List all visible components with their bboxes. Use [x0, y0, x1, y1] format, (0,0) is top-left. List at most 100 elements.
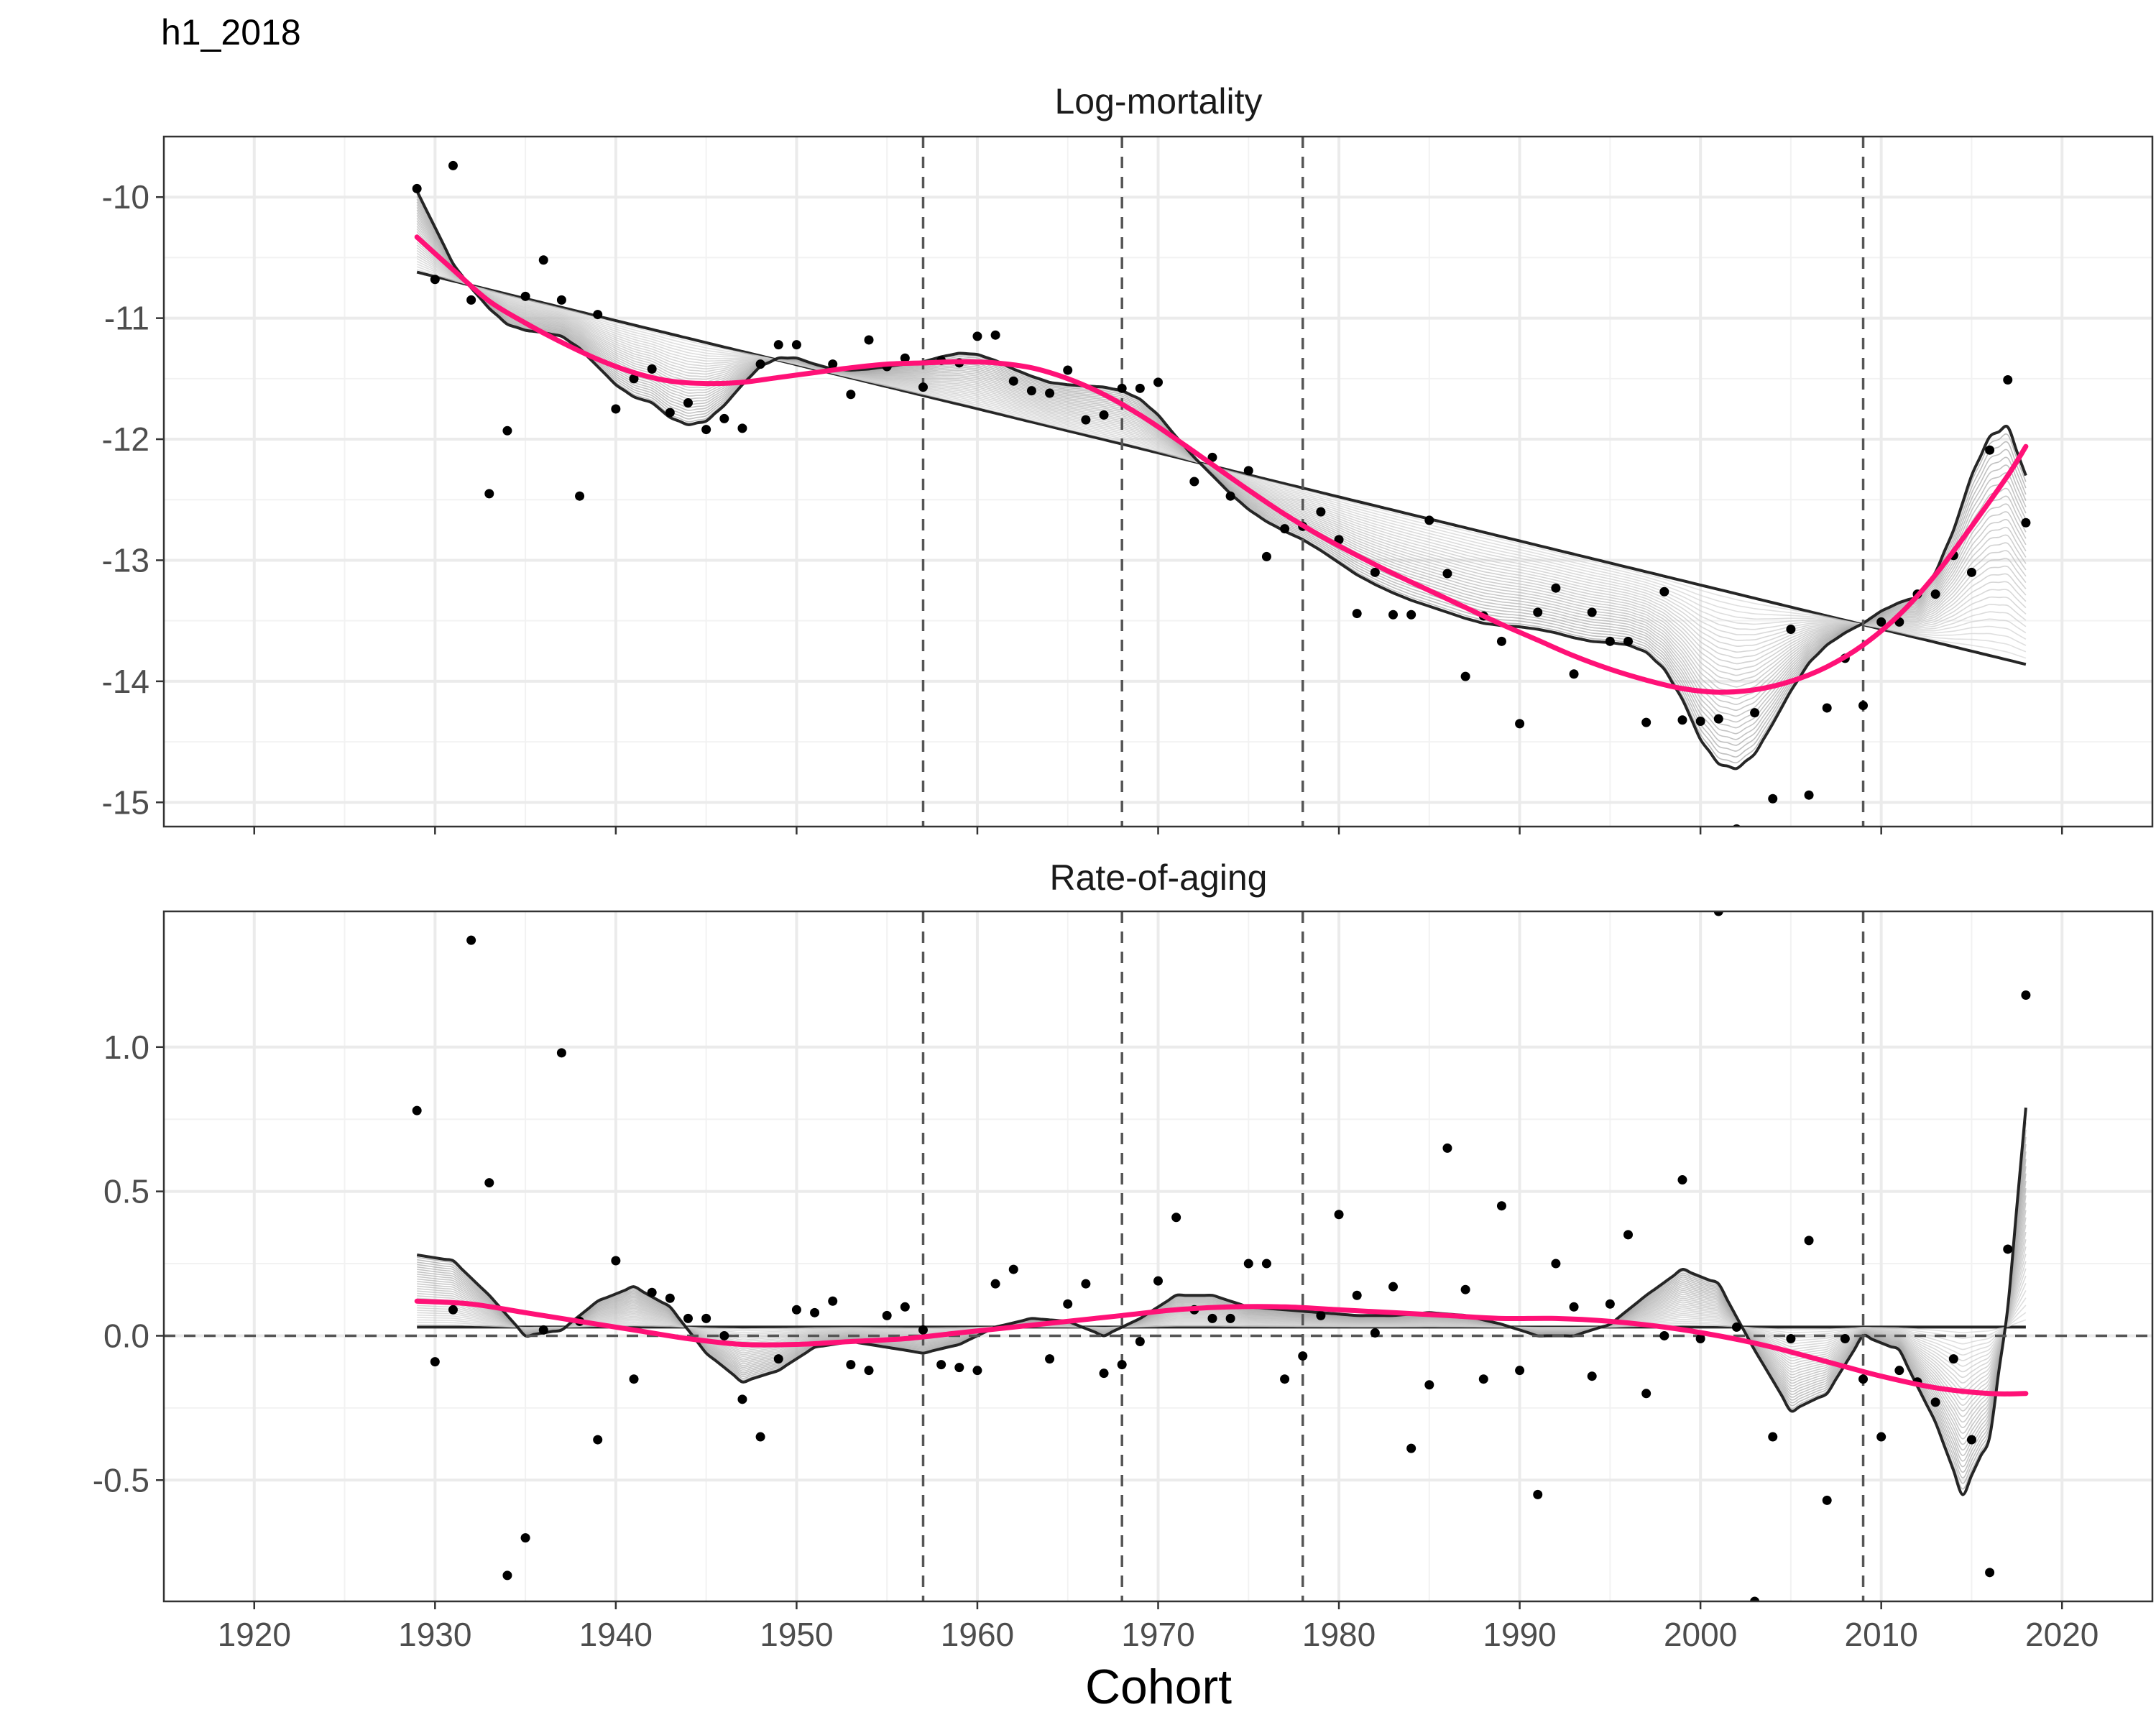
data-point	[1659, 1330, 1669, 1340]
y-tick-label: -10	[102, 178, 149, 216]
data-point	[1858, 1374, 1869, 1384]
data-point	[954, 1363, 964, 1373]
data-point	[1045, 1354, 1055, 1364]
data-point	[773, 340, 783, 350]
data-point	[719, 413, 729, 423]
plot-area	[164, 911, 2152, 1601]
data-point	[1948, 1354, 1958, 1364]
data-point	[1424, 515, 1434, 525]
data-point	[1840, 1333, 1850, 1343]
x-tick-label: 1970	[1121, 1616, 1194, 1653]
plot-area	[412, 137, 2031, 827]
data-point	[1370, 1328, 1380, 1338]
y-tick-label: 0.5	[103, 1173, 149, 1210]
data-point	[1659, 586, 1669, 597]
data-point	[1189, 477, 1199, 487]
data-point	[1135, 1336, 1145, 1346]
data-point	[1243, 466, 1253, 476]
data-point	[1063, 1299, 1073, 1309]
data-point	[1515, 1366, 1525, 1376]
data-point	[1569, 669, 1579, 679]
y-tick-label: -14	[102, 663, 149, 700]
data-point	[828, 1296, 838, 1306]
data-point	[1569, 1302, 1579, 1312]
data-point	[791, 340, 801, 350]
data-point	[1099, 410, 1109, 420]
data-point	[1768, 794, 1778, 804]
data-point	[990, 1279, 1000, 1289]
data-point	[1334, 1210, 1344, 1220]
data-point	[719, 1330, 729, 1340]
data-point	[1261, 1259, 1271, 1269]
x-tick-label: 2000	[1664, 1616, 1737, 1653]
y-tick-label: 0.0	[103, 1317, 149, 1354]
data-point	[1858, 701, 1869, 711]
data-point	[773, 1354, 783, 1364]
data-point	[1388, 1282, 1399, 1292]
data-point	[1460, 1284, 1470, 1294]
data-point	[1225, 491, 1235, 501]
data-point	[1605, 636, 1615, 646]
x-tick-label: 1960	[941, 1616, 1014, 1653]
data-point	[1370, 567, 1380, 577]
data-point	[665, 408, 675, 418]
data-point	[683, 1313, 693, 1323]
data-point	[882, 1310, 892, 1320]
data-point	[1786, 624, 1796, 634]
data-point	[1045, 388, 1055, 398]
data-point	[1406, 610, 1416, 620]
data-point	[556, 295, 566, 305]
data-point	[575, 491, 585, 501]
data-point	[810, 1307, 820, 1317]
data-point	[430, 1357, 440, 1367]
data-point	[665, 1293, 675, 1303]
plot-tag: h1_2018	[161, 12, 301, 52]
data-point	[1623, 636, 1634, 646]
data-point	[448, 160, 458, 170]
data-point	[593, 310, 603, 320]
data-point	[846, 1360, 856, 1370]
data-point	[1081, 1279, 1091, 1289]
x-tick-label: 1990	[1483, 1616, 1556, 1653]
x-tick-label: 1980	[1302, 1616, 1376, 1653]
data-point	[556, 1048, 566, 1058]
y-tick-label: -11	[104, 300, 149, 337]
data-point	[1316, 1310, 1326, 1320]
data-point	[1171, 1213, 1181, 1223]
x-tick-label: 1950	[760, 1616, 833, 1653]
data-point	[1804, 790, 1814, 800]
data-point	[918, 382, 928, 392]
data-point	[737, 1394, 747, 1404]
data-point	[683, 398, 693, 408]
data-point	[1587, 1371, 1597, 1381]
envelope-flexible-curve	[415, 190, 2027, 770]
data-point	[864, 1366, 874, 1376]
data-point	[1352, 1290, 1362, 1300]
data-point	[1460, 671, 1470, 681]
data-point	[2021, 990, 2031, 1000]
data-point	[828, 359, 838, 369]
data-point	[1280, 524, 1290, 534]
data-point	[701, 425, 711, 435]
data-point	[1551, 583, 1561, 593]
data-point	[1063, 365, 1073, 375]
data-point	[1731, 1322, 1741, 1332]
data-point	[1153, 377, 1163, 387]
data-point	[629, 1374, 639, 1384]
data-point	[484, 489, 494, 499]
data-point	[918, 1325, 928, 1335]
data-point	[990, 330, 1000, 340]
data-point	[412, 1105, 422, 1116]
data-point	[972, 1366, 982, 1376]
data-point	[1243, 1259, 1253, 1269]
data-point	[1442, 569, 1452, 579]
data-point	[647, 364, 657, 374]
data-point	[1008, 1264, 1018, 1274]
data-point	[1677, 1175, 1687, 1185]
data-point	[1298, 1351, 1308, 1361]
data-point	[520, 1533, 530, 1543]
data-point	[647, 1287, 657, 1297]
data-point	[972, 331, 982, 341]
data-point	[1641, 1389, 1651, 1399]
